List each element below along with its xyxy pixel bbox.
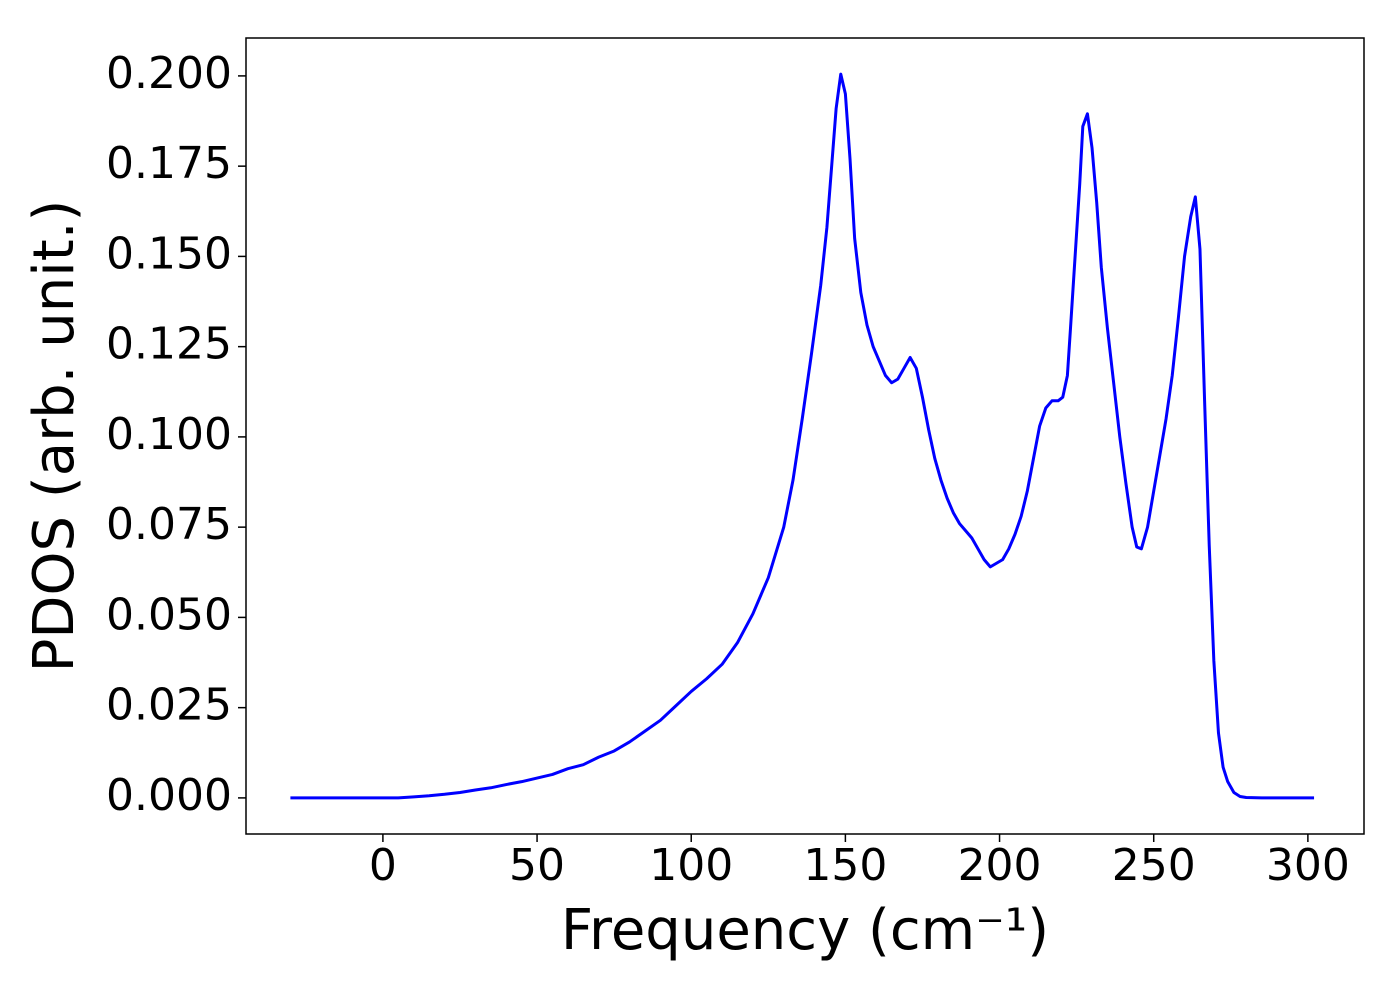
y-tick-label: 0.200 bbox=[106, 48, 232, 99]
x-tick-label: 250 bbox=[1112, 840, 1196, 891]
data-line bbox=[290, 72, 1315, 800]
y-tick-label: 0.100 bbox=[106, 409, 232, 460]
x-tick-label: 300 bbox=[1266, 840, 1350, 891]
y-tick-label: 0.000 bbox=[106, 770, 232, 821]
x-tick-label: 100 bbox=[649, 840, 733, 891]
x-axis-label: Frequency (cm⁻¹) bbox=[561, 898, 1049, 963]
y-tick-label: 0.125 bbox=[106, 319, 232, 370]
y-axis-label: PDOS (arb. unit.) bbox=[22, 200, 87, 673]
y-tick-label: 0.025 bbox=[106, 680, 232, 731]
x-tick-label: 150 bbox=[803, 840, 887, 891]
plot-frame bbox=[245, 37, 1365, 835]
y-tick-label: 0.075 bbox=[106, 499, 232, 550]
x-tick-label: 0 bbox=[369, 840, 397, 891]
x-tick-label: 200 bbox=[958, 840, 1042, 891]
y-tick-label: 0.175 bbox=[106, 138, 232, 189]
y-tick-label: 0.150 bbox=[106, 228, 232, 279]
x-tick-label: 50 bbox=[509, 840, 565, 891]
y-tick-label: 0.050 bbox=[106, 589, 232, 640]
